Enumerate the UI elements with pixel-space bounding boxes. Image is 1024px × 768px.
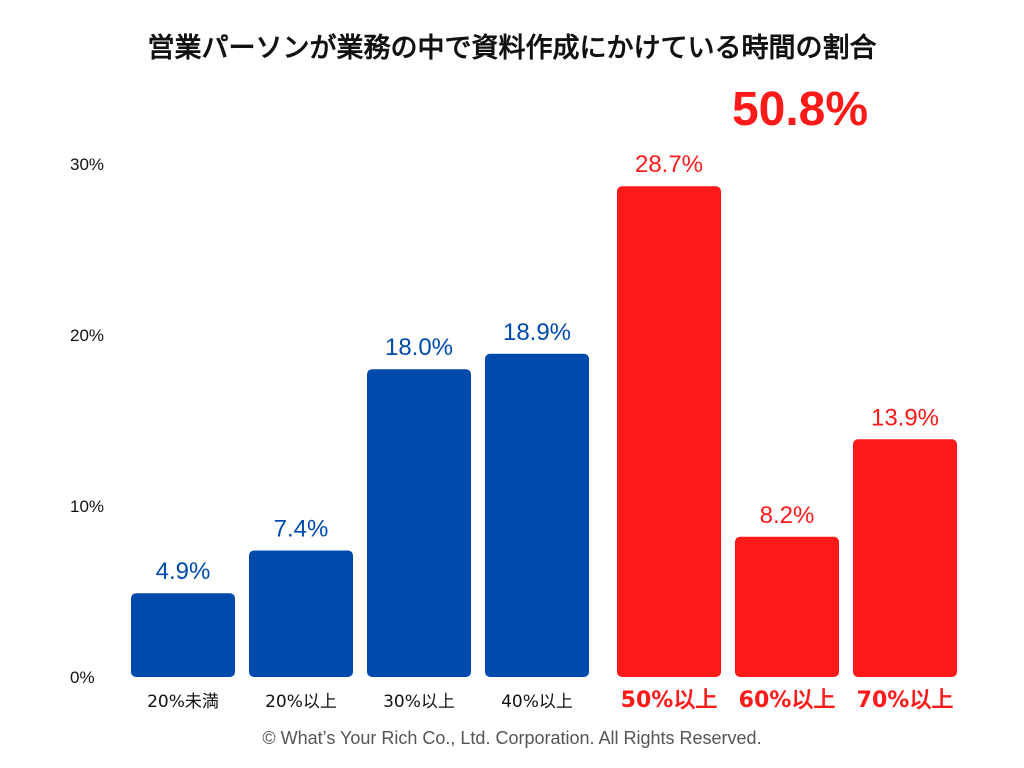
chart-title: 営業パーソンが業務の中で資料作成にかけている時間の割合 xyxy=(147,33,877,64)
bar-60%以上 xyxy=(735,536,839,677)
data-label: 7.4% xyxy=(274,515,329,542)
bar-40%以上 xyxy=(485,353,589,677)
bar-20%以上 xyxy=(249,550,353,677)
data-label: 18.0% xyxy=(385,334,453,361)
x-tick-label: 70%以上 xyxy=(857,688,954,713)
bars: 4.9% 7.4% 18.0% 18.9% 28.7% 8.2% 13.9% xyxy=(131,151,957,678)
data-label: 18.9% xyxy=(503,319,571,346)
bar-20%未満 xyxy=(131,593,235,677)
y-axis: 0% 10% 20% 30% xyxy=(70,155,104,687)
data-label: 8.2% xyxy=(760,502,815,529)
y-tick-label: 30% xyxy=(70,155,104,174)
data-label: 13.9% xyxy=(871,404,939,431)
bar-30%以上 xyxy=(367,369,471,677)
bar-50%以上 xyxy=(617,186,721,678)
y-tick-label: 20% xyxy=(70,326,104,345)
x-tick-label: 40%以上 xyxy=(501,692,573,712)
x-tick-label: 50%以上 xyxy=(621,688,718,713)
x-axis: 20%未満 20%以上 30%以上 40%以上 50%以上 60%以上 70%以上 xyxy=(147,688,953,713)
bar-70%以上 xyxy=(853,439,957,677)
x-tick-label: 20%未満 xyxy=(147,692,219,712)
x-tick-label: 30%以上 xyxy=(383,692,455,712)
copyright-footer: © What’s Your Rich Co., Ltd. Corporation… xyxy=(262,728,762,748)
x-tick-label: 20%以上 xyxy=(265,692,337,712)
y-tick-label: 10% xyxy=(70,497,104,516)
highlight-total: 50.8% xyxy=(731,83,869,136)
x-tick-label: 60%以上 xyxy=(739,688,836,713)
data-label: 4.9% xyxy=(156,558,211,585)
data-label: 28.7% xyxy=(635,151,703,178)
y-tick-label: 0% xyxy=(70,668,95,687)
